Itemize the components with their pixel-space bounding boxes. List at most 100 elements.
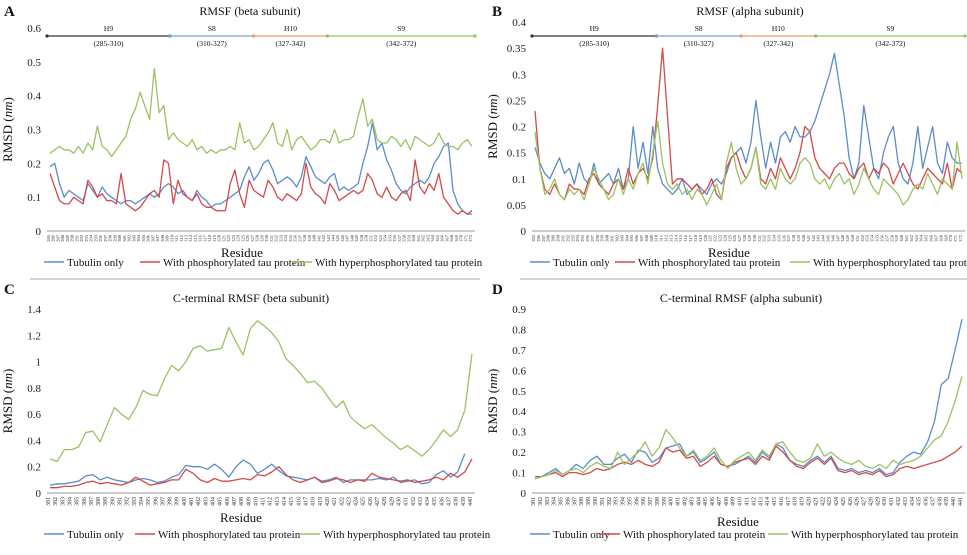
x-tick-label: 346 [340, 234, 345, 242]
x-tick-label: 365 [924, 234, 929, 242]
x-tick-label: 415 [772, 497, 778, 506]
x-tick-label: 424 [834, 497, 840, 506]
x-tick-label: 344 [821, 234, 826, 242]
x-tick-label: 417 [786, 497, 792, 506]
x-tick-label: 416 [779, 497, 785, 506]
x-tick-label: 436 [924, 497, 930, 506]
x-tick-label: 408 [724, 497, 730, 506]
y-tick-label: 0.8 [512, 324, 526, 336]
x-tick-label: 412 [268, 497, 274, 506]
x-tick-label: 285 [46, 234, 51, 242]
series-line [49, 453, 466, 486]
x-axis-label: Residue [220, 510, 262, 525]
x-tick-label: 398 [168, 497, 174, 506]
x-tick-label: 327 [250, 234, 255, 242]
x-tick-label: 372 [958, 235, 963, 242]
x-tick-label: 291 [560, 235, 565, 242]
x-tick-label: 393 [132, 497, 138, 506]
panel-a: A RMSF (beta subunit) 0 0.1 0.2 0.3 0.4 0.5 0.6 R… [0, 4, 483, 269]
x-tick-label: 364 [430, 234, 435, 242]
x-tick-label: 324 [722, 234, 727, 242]
x-tick-label: 437 [447, 497, 453, 506]
x-tick-label: 412 [751, 497, 757, 506]
x-tick-label: 303 [131, 234, 136, 242]
x-tick-label: 407 [232, 497, 238, 506]
x-tick-label: 335 [776, 234, 781, 242]
legend-label: Tubulin only [67, 257, 124, 269]
x-tick-label: 314 [673, 234, 678, 242]
x-tick-label: 288 [60, 234, 65, 242]
x-tick-label: 294 [575, 234, 580, 242]
x-tick-label: 349 [354, 234, 359, 242]
x-tick-label: 329 [747, 234, 752, 242]
x-tick-label: 423 [346, 497, 352, 506]
region-marker [654, 34, 659, 38]
x-tick-label: 426 [368, 497, 374, 506]
y-tick-label: 0 [521, 226, 527, 238]
y-tick-label: 1 [36, 357, 42, 369]
x-tick-label: 387 [89, 497, 95, 506]
x-tick-label: 289 [65, 234, 70, 242]
x-tick-label: 413 [275, 497, 281, 506]
x-tick-label: 341 [806, 235, 811, 242]
series-line [49, 320, 473, 463]
x-tick-label: 439 [461, 497, 467, 506]
x-tick-label: 355 [875, 234, 880, 242]
region-name: H9 [590, 24, 599, 33]
x-tick-label: 430 [882, 497, 888, 506]
x-tick-label: 424 [354, 497, 360, 506]
y-tick-label: 0.7 [512, 345, 526, 357]
x-tick-label: 291 [74, 235, 79, 242]
x-tick-label: 334 [283, 234, 288, 242]
series-line [49, 67, 473, 158]
x-tick-label: 315 [678, 234, 683, 242]
x-tick-label: 434 [425, 497, 431, 506]
region-marker [530, 34, 534, 38]
x-tick-label: 341 [316, 235, 321, 242]
x-tick-label: 388 [96, 497, 102, 506]
x-tick-label: 396 [641, 497, 647, 506]
x-tick-label: 301 [122, 235, 127, 242]
x-tick-label: 350 [359, 234, 364, 242]
x-tick-label: 307 [155, 234, 160, 242]
x-tick-label: 326 [245, 234, 250, 242]
y-tick-label: 0.05 [507, 200, 527, 212]
x-tick-label: 314 [188, 234, 193, 242]
x-tick-label: 345 [825, 234, 830, 242]
x-tick-label: 433 [903, 497, 909, 506]
x-tick-label: 384 [552, 497, 558, 506]
x-tick-label: 401 [676, 497, 682, 506]
x-tick-label: 365 [435, 234, 440, 242]
legend-label: With hyperphosphorylated tau protein [323, 529, 491, 541]
x-tick-label: 331 [269, 235, 274, 242]
x-tick-label: 360 [411, 234, 416, 242]
x-tick-label: 421 [332, 497, 338, 506]
panel-letter: C [4, 282, 15, 298]
region-range: (342-372) [875, 39, 905, 48]
x-tick-label: 361 [416, 235, 421, 242]
x-tick-label: 312 [179, 235, 184, 242]
y-tick-label: 0.9 [512, 304, 526, 316]
series-line [49, 159, 473, 215]
y-tick-label: 0.3 [512, 427, 526, 439]
x-tick-label: 328 [255, 234, 260, 242]
x-tick-label: 338 [791, 234, 796, 242]
y-tick-label: 0.25 [507, 95, 527, 107]
panel-title: RMSF (beta subunit) [199, 4, 300, 18]
x-tick-label: 425 [841, 497, 847, 506]
region-marker [473, 34, 477, 38]
y-axis-label: RMSD (nm) [0, 369, 15, 434]
x-tick-label: 344 [330, 234, 335, 242]
x-tick-label: 352 [860, 235, 865, 242]
x-tick-label: 418 [793, 497, 799, 506]
x-tick-label: 302 [127, 235, 132, 242]
x-tick-label: 388 [579, 497, 585, 506]
y-axis-label: RMSD (nm) [0, 97, 15, 162]
y-tick-label: 0.4 [512, 17, 526, 29]
x-tick-label: 437 [930, 497, 936, 506]
x-tick-label: 330 [752, 234, 757, 242]
y-tick-label: 0.35 [507, 43, 527, 55]
x-tick-label: 308 [644, 234, 649, 242]
x-tick-label: 300 [117, 234, 122, 242]
x-tick-label: 298 [595, 234, 600, 242]
